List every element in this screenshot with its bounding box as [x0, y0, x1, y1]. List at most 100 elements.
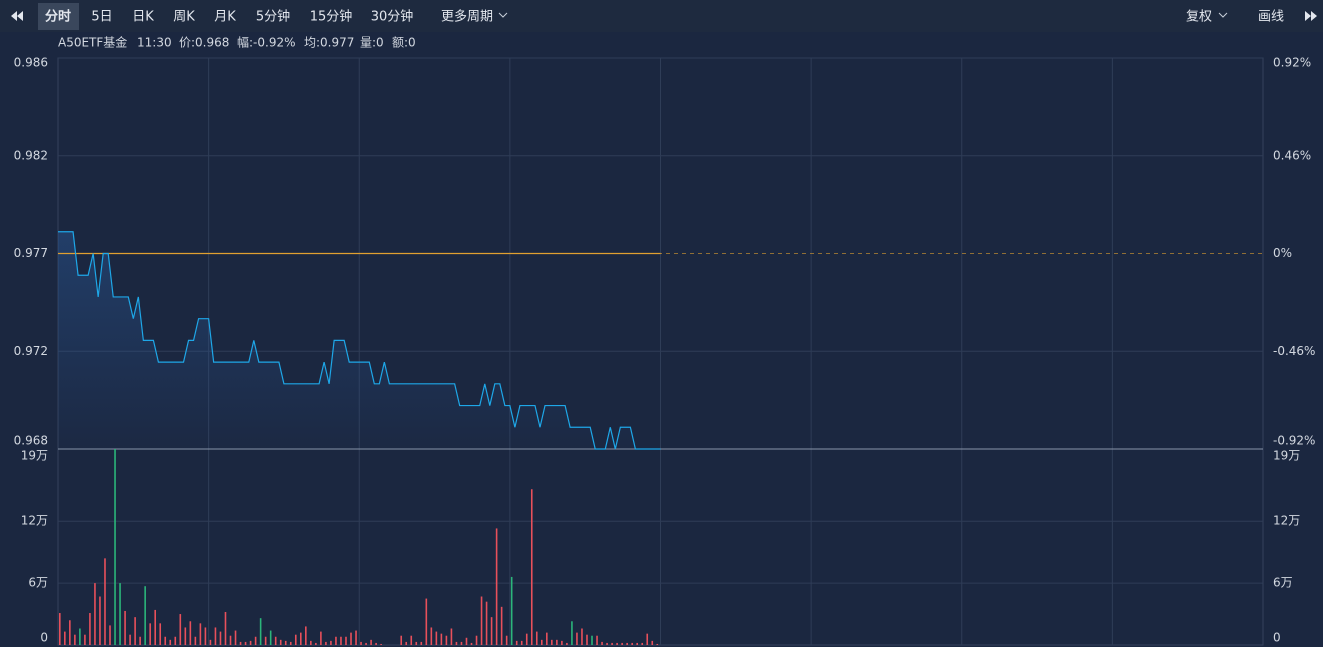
volume-bar	[244, 641, 247, 645]
info-amount: 额:0	[392, 36, 416, 50]
tab[interactable]: 15分钟	[310, 9, 353, 25]
y-tick-label: 0.977	[14, 246, 48, 260]
volume-bar	[505, 635, 508, 645]
volume-bar	[169, 639, 172, 645]
volume-bar	[440, 633, 443, 645]
volume-bar	[520, 640, 523, 645]
tool[interactable]: 画线	[1258, 10, 1284, 25]
tab[interactable]: 更多周期	[441, 9, 493, 25]
volume-bar	[450, 628, 453, 645]
volume-bar	[475, 635, 478, 645]
volume-bar	[69, 620, 71, 645]
volume-bar	[315, 642, 317, 645]
volume-bar	[360, 641, 362, 645]
y-tick-label: 0.986	[14, 56, 48, 70]
volume-bar	[350, 632, 352, 645]
volume-bar	[74, 634, 76, 645]
volume-bar	[636, 642, 638, 645]
volume-bar	[119, 583, 121, 645]
volume-bar	[576, 632, 578, 645]
volume-bar	[465, 637, 468, 645]
volume-bar	[551, 639, 553, 645]
volume-bar	[289, 641, 292, 645]
volume-bar	[164, 636, 167, 645]
volume-bar	[79, 628, 81, 645]
info-price: 价:0.968	[179, 36, 229, 50]
volume-bar	[646, 633, 649, 645]
volume-bar	[546, 632, 548, 645]
volume-bar	[566, 642, 568, 645]
tab[interactable]: 日K	[132, 10, 154, 25]
volume-bar	[84, 634, 86, 645]
volume-bar	[284, 640, 287, 645]
volume-bar	[425, 598, 428, 645]
volume-bar	[139, 636, 141, 645]
volume-bar	[530, 489, 533, 645]
tab[interactable]: 分时	[45, 9, 71, 25]
volume-bar	[204, 627, 207, 645]
volume-bar	[184, 627, 187, 645]
volume-bar	[229, 635, 232, 645]
volume-bar	[159, 623, 162, 645]
info-volume: 量:0	[360, 36, 384, 50]
info-time: 11:30	[137, 36, 172, 50]
volume-bar	[430, 627, 433, 645]
y-tick-label: 0.972	[14, 344, 48, 358]
volume-bar	[601, 641, 603, 645]
volume-bar	[480, 596, 483, 645]
volume-bar	[571, 621, 573, 645]
volume-bar	[410, 635, 413, 645]
volume-bar	[209, 639, 212, 645]
volume-bar	[380, 643, 382, 645]
volume-bar	[109, 625, 111, 645]
volume-bar	[274, 636, 277, 645]
volume-bar	[305, 626, 307, 645]
volume-bar	[415, 641, 418, 645]
volume-bar	[345, 636, 347, 645]
volume-bar	[199, 623, 202, 645]
volume-bar	[259, 618, 262, 645]
volume-bar	[375, 642, 377, 645]
volume-bar	[556, 639, 558, 645]
tab[interactable]: 5日	[91, 10, 112, 25]
y-tick-label: 0.982	[14, 148, 48, 162]
volume-bar	[249, 640, 252, 645]
info-avg: 均:0.977	[304, 36, 354, 50]
volume-bar	[194, 636, 197, 645]
volume-bar	[129, 634, 131, 645]
volume-bar	[500, 606, 503, 645]
volume-bar	[149, 623, 151, 645]
volume-bar	[651, 640, 654, 645]
volume-bar	[370, 639, 372, 645]
volume-bar	[310, 640, 312, 645]
volume-bar	[294, 634, 297, 645]
volume-bar	[104, 558, 106, 645]
prev-button[interactable]	[11, 11, 23, 21]
tab[interactable]: 周K	[173, 10, 195, 25]
volume-bar	[335, 636, 337, 645]
y2-tick-label: 0%	[1273, 246, 1292, 260]
v2-tick-label: 0	[1273, 631, 1281, 645]
volume-bar	[124, 610, 126, 645]
volume-bar	[485, 601, 488, 645]
volume-bar	[114, 449, 116, 645]
volume-bar	[420, 641, 423, 645]
volume-bar	[355, 630, 357, 645]
volume-bar	[445, 635, 448, 645]
volume-bar	[435, 631, 438, 645]
volume-bar	[460, 641, 463, 645]
info-change: 幅:-0.92%	[237, 35, 296, 50]
volume-bar	[541, 639, 543, 645]
volume-bar	[239, 641, 242, 645]
tab[interactable]: 5分钟	[256, 9, 290, 25]
chevron	[1218, 12, 1228, 18]
tab[interactable]: 月K	[214, 10, 236, 25]
volume-bar	[320, 631, 322, 645]
tab[interactable]: 30分钟	[371, 9, 414, 25]
next-button[interactable]	[1305, 11, 1317, 21]
volume-bar	[99, 596, 101, 645]
tool[interactable]: 复权	[1186, 9, 1212, 25]
price-area	[58, 231, 661, 449]
volume-bar	[264, 636, 267, 645]
volume-bar	[134, 617, 136, 645]
